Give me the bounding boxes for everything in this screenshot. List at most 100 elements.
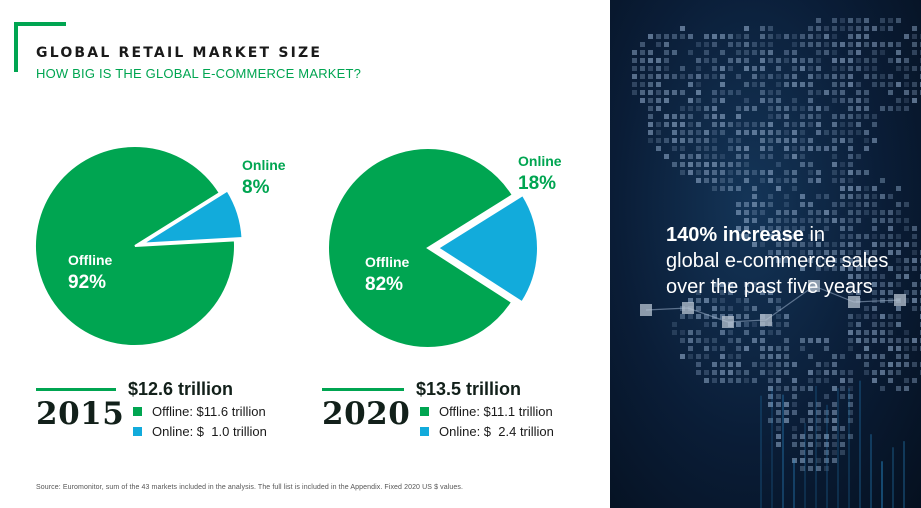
map-dot	[896, 314, 901, 319]
map-dot	[856, 170, 861, 175]
map-dot	[872, 74, 877, 79]
map-dot	[864, 234, 869, 239]
map-dot	[904, 82, 909, 87]
map-dot	[680, 170, 685, 175]
map-dot	[872, 250, 877, 255]
map-dot	[704, 370, 709, 375]
map-dot	[872, 338, 877, 343]
map-dot	[696, 162, 701, 167]
map-dot	[840, 218, 845, 223]
online-value-label: 8%	[242, 177, 270, 198]
map-dot	[872, 202, 877, 207]
map-dot	[736, 90, 741, 95]
map-dot	[696, 362, 701, 367]
map-dot	[832, 26, 837, 31]
map-dot	[864, 58, 869, 63]
map-dot	[896, 210, 901, 215]
map-dot	[832, 370, 837, 375]
map-dot	[824, 346, 829, 351]
map-dot	[800, 218, 805, 223]
map-dot	[728, 282, 733, 287]
map-dot	[736, 346, 741, 351]
map-dot	[696, 306, 701, 311]
map-dot	[808, 146, 813, 151]
map-dot	[856, 18, 861, 23]
map-dot	[696, 146, 701, 151]
map-dot	[648, 90, 653, 95]
map-dot	[824, 146, 829, 151]
map-dot	[744, 154, 749, 159]
map-dot	[816, 402, 821, 407]
map-dot	[736, 50, 741, 55]
map-dot	[816, 466, 821, 471]
map-dot	[888, 370, 893, 375]
year-rule-2020	[322, 388, 404, 391]
map-dot	[816, 234, 821, 239]
map-dot	[680, 162, 685, 167]
map-dot	[728, 354, 733, 359]
map-dot	[864, 34, 869, 39]
map-dot	[896, 258, 901, 263]
map-dot	[760, 90, 765, 95]
map-dot	[832, 18, 837, 23]
map-dot	[768, 346, 773, 351]
map-dot	[688, 122, 693, 127]
map-dot	[656, 58, 661, 63]
map-dot	[768, 90, 773, 95]
map-dot	[872, 42, 877, 47]
map-dot	[720, 282, 725, 287]
map-dot	[888, 226, 893, 231]
map-dot	[856, 50, 861, 55]
map-dot	[736, 338, 741, 343]
stat-line-3: over the past five years	[666, 276, 873, 298]
map-dot	[712, 314, 717, 319]
map-dot	[848, 266, 853, 271]
map-dot	[664, 90, 669, 95]
map-dot	[784, 386, 789, 391]
map-dot	[744, 58, 749, 63]
map-dot	[640, 42, 645, 47]
map-dot	[840, 82, 845, 87]
offline-swatch	[420, 407, 429, 416]
map-dot	[816, 146, 821, 151]
map-dot	[664, 58, 669, 63]
map-dot	[648, 66, 653, 71]
offline-label: Offline	[365, 254, 410, 270]
map-dot	[752, 106, 757, 111]
map-dot	[640, 50, 645, 55]
online-swatch	[420, 427, 429, 436]
map-dot	[776, 82, 781, 87]
map-dot	[824, 242, 829, 247]
map-dot	[896, 98, 901, 103]
map-dot	[688, 354, 693, 359]
map-dot	[848, 386, 853, 391]
legend-text: Offline: $11.1 trillion	[439, 404, 553, 419]
map-dot	[896, 234, 901, 239]
map-dot	[744, 106, 749, 111]
map-dot	[832, 354, 837, 359]
map-dot	[856, 98, 861, 103]
map-dot	[640, 82, 645, 87]
map-dot	[816, 242, 821, 247]
map-dot	[800, 34, 805, 39]
map-dot	[848, 82, 853, 87]
online-label: Online	[518, 153, 562, 169]
map-dot	[792, 138, 797, 143]
map-dot	[816, 122, 821, 127]
map-dot	[816, 442, 821, 447]
trend-marker	[894, 294, 906, 306]
map-dot	[736, 234, 741, 239]
map-dot	[888, 314, 893, 319]
map-dot	[728, 178, 733, 183]
map-dot	[784, 178, 789, 183]
map-dot	[712, 170, 717, 175]
map-dot	[720, 122, 725, 127]
map-dot	[704, 298, 709, 303]
map-dot	[776, 74, 781, 79]
map-dot	[816, 258, 821, 263]
map-dot	[888, 26, 893, 31]
map-dot	[696, 122, 701, 127]
map-dot	[688, 106, 693, 111]
map-dot	[896, 58, 901, 63]
map-dot	[912, 242, 917, 247]
